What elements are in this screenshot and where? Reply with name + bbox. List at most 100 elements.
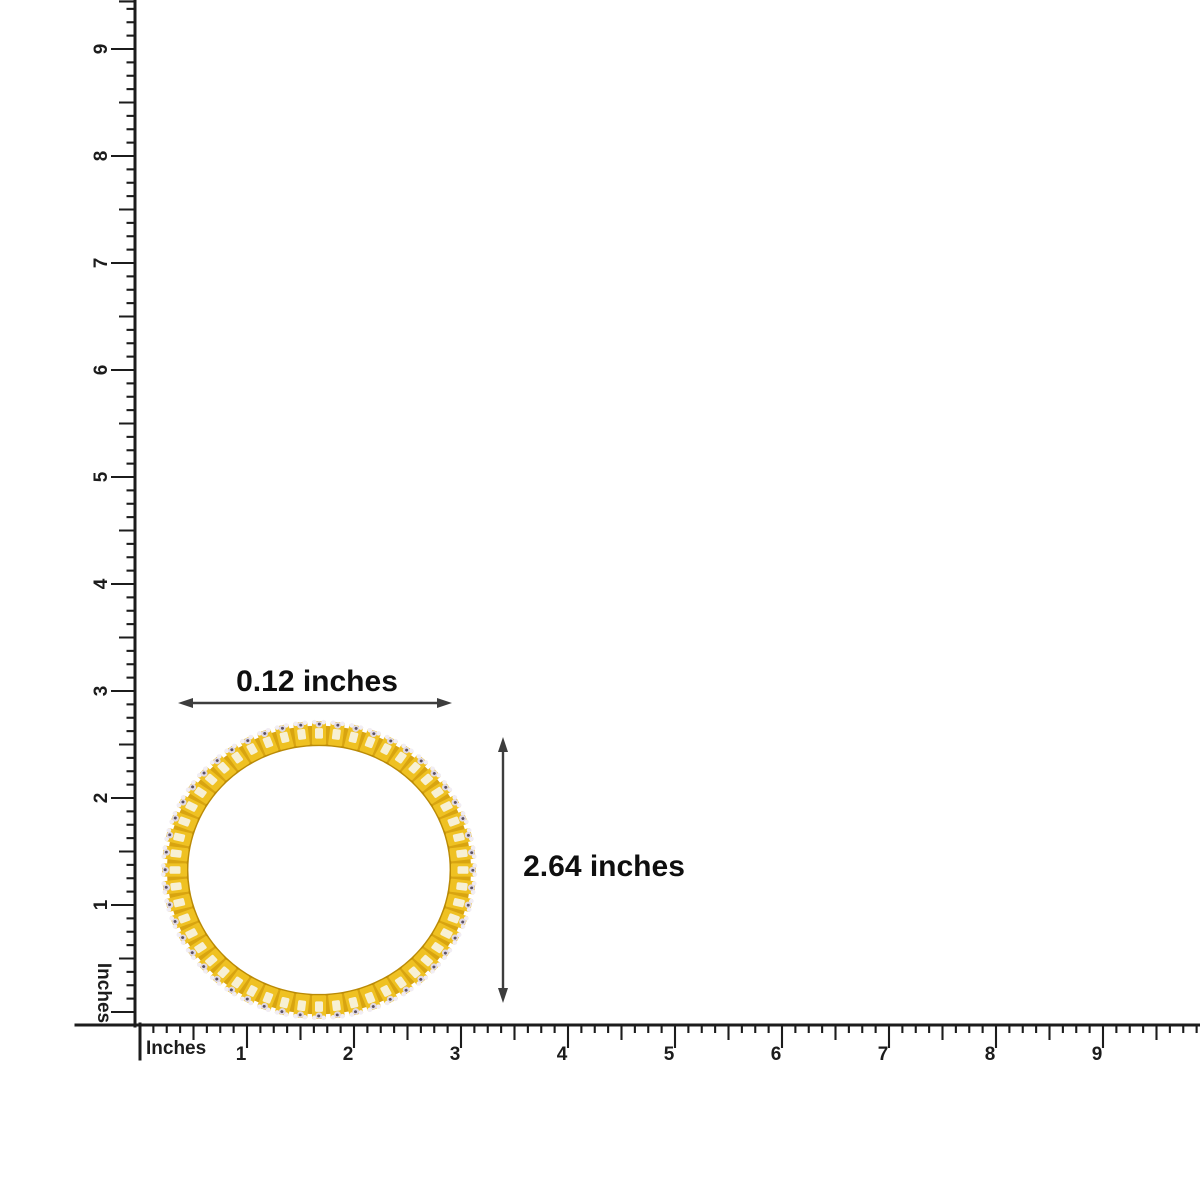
prong-dot (209, 975, 215, 981)
link-slot (440, 801, 453, 812)
prong-dot (160, 872, 166, 877)
arrowhead-up-icon (498, 737, 508, 752)
prong-dot (203, 766, 208, 771)
link-slot (178, 913, 191, 924)
bangle-stone-segment (359, 985, 381, 1013)
link-slot (408, 761, 421, 774)
link-slot (452, 832, 465, 842)
prong-dot (452, 940, 458, 945)
link-slot (194, 786, 207, 798)
prong-dot (274, 725, 280, 730)
prong-dot (384, 1000, 390, 1006)
horizontal-ruler-number: 7 (878, 1044, 889, 1065)
stone-facet-speck (419, 977, 423, 981)
prong-dot (248, 734, 254, 740)
stone-facet-speck (354, 726, 358, 730)
prong-dot (216, 981, 222, 986)
prong-dot (209, 759, 215, 765)
horizontal-ruler-number: 8 (985, 1044, 996, 1065)
link-slot (178, 816, 191, 827)
horizontal-ruler-number: 1 (236, 1044, 247, 1065)
vertical-ruler-number: 3 (91, 686, 112, 697)
link-slot (173, 832, 186, 842)
stone-facet-speck (263, 732, 267, 735)
stone-facet-speck (164, 885, 168, 889)
prong-dot (283, 723, 289, 728)
prong-dot (302, 720, 308, 726)
prong-dot (416, 754, 422, 759)
bangle-stone-segment (312, 995, 326, 1021)
bangle-stone-segment (169, 811, 198, 832)
prong-dot (196, 772, 202, 778)
bangle-stone-segment (440, 908, 469, 929)
bangle-stone-segment (401, 959, 429, 986)
stone-facet-speck (191, 785, 195, 789)
stone-facet-speck (443, 951, 447, 955)
bangle-stone-segment (224, 969, 250, 997)
prong-dot (302, 1014, 308, 1020)
link-slot (348, 731, 359, 744)
prong-dot (384, 734, 390, 740)
link-slot (431, 942, 444, 954)
horizontal-ruler-number: 5 (664, 1044, 675, 1065)
bangle-stone-segment (451, 863, 478, 877)
prong-dot (196, 962, 202, 968)
vertical-ruler: 1 2 3 4 5 6 7 8 9 Inches (74, 0, 138, 1028)
prong-dot (169, 819, 175, 824)
prong-dot (367, 1007, 373, 1013)
link-slot (420, 954, 433, 967)
prong-dot (408, 986, 414, 992)
link-slot (420, 773, 433, 786)
horizontal-ruler-unit-label: Inches (146, 1038, 206, 1059)
bangle-stone-segment (445, 828, 474, 847)
link-slot (408, 966, 421, 979)
stone-facet-speck (389, 739, 393, 743)
link-slot (170, 849, 182, 858)
prong-dot (456, 802, 462, 808)
arrowhead-down-icon (498, 988, 508, 1003)
stone-facet-speck (453, 801, 457, 804)
bangle-stone-segment (176, 922, 206, 945)
prong-dot (460, 924, 466, 929)
stone-facet-speck (202, 771, 206, 775)
link-slot (279, 731, 290, 744)
bangle-stone-segment (209, 754, 237, 781)
prong-dot (321, 1015, 326, 1021)
prong-dot (447, 787, 453, 792)
horizontal-ruler-numbers: 1 2 3 4 5 6 7 8 9 (236, 1044, 1103, 1065)
bangle-stone-segment (413, 948, 442, 974)
vertical-ruler-unit-label: Inches (93, 963, 114, 1023)
prong-dot (472, 872, 478, 877)
prong-dot (436, 772, 442, 778)
bangle-stone-segment (196, 948, 225, 974)
bangle-stone-segment (445, 893, 474, 912)
bangle-stone-segment (388, 743, 414, 771)
bangle-stone-segment (196, 766, 225, 792)
stone-facet-speck (453, 936, 457, 940)
prong-dot (312, 719, 317, 725)
stone-facet-speck (372, 732, 376, 736)
prong-dot (430, 969, 435, 974)
prong-dot (164, 836, 170, 842)
prong-dot (216, 754, 222, 759)
bangle-stone-segment (160, 863, 187, 877)
stone-facet-speck (168, 833, 172, 837)
arrowhead-right-icon (437, 698, 452, 708)
prong-dot (166, 828, 172, 833)
link-slot (262, 736, 274, 749)
prong-dot (257, 731, 262, 736)
prong-dot (185, 787, 191, 792)
prong-dot (436, 962, 442, 968)
link-slot (217, 966, 230, 979)
link-slot (380, 985, 392, 997)
prong-dot (312, 1015, 317, 1021)
prong-dot (376, 731, 381, 736)
horizontal-ruler-number: 4 (557, 1044, 568, 1065)
prong-dot (265, 727, 271, 733)
prong-dot (401, 743, 407, 749)
horizontal-ruler-number: 3 (450, 1044, 461, 1065)
prong-dot (180, 940, 186, 945)
link-slot (380, 743, 392, 755)
stone-facet-speck (230, 748, 234, 752)
stone-facet-speck (336, 723, 340, 727)
